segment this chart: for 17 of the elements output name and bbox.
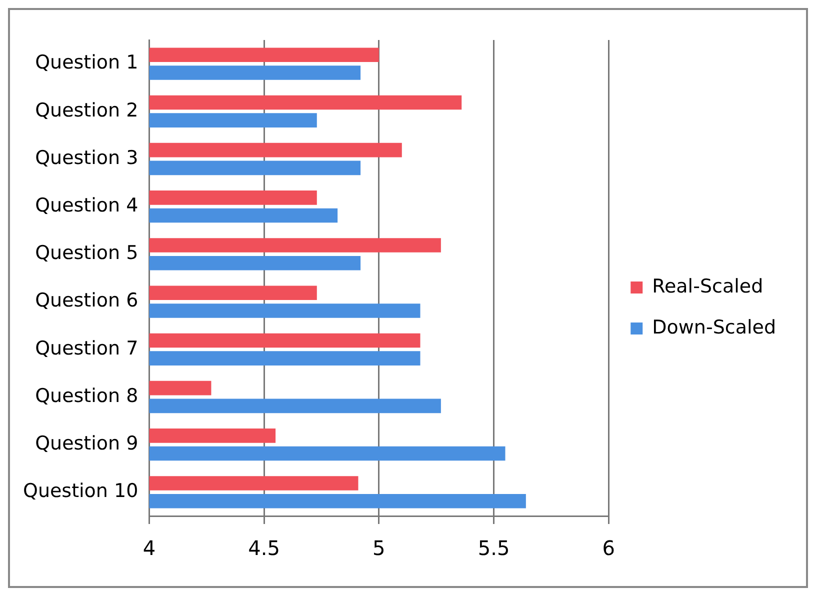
y-tick-label: Question 4 [35,194,138,217]
y-tick-label: Question 6 [35,290,138,312]
legend-label: Real-Scaled [652,275,764,298]
y-tick-label: Question 1 [35,52,138,74]
y-tick-label: Question 10 [22,480,138,502]
y-tick-label: Question 2 [35,99,138,122]
legend-label: Down-Scaled [652,316,776,338]
y-tick-label: Question 9 [35,432,138,455]
x-tick-label: 5.5 [478,536,510,560]
y-tick-label: Question 3 [35,146,138,169]
x-tick-label: 5 [372,536,386,560]
y-tick-label: Question 7 [35,337,138,360]
x-tick-label: 4 [142,536,156,560]
x-tick-label: 4.5 [248,536,280,560]
x-tick-label: 6 [602,536,615,560]
y-tick-label: Question 8 [35,384,138,407]
y-tick-label: Question 5 [35,242,138,264]
